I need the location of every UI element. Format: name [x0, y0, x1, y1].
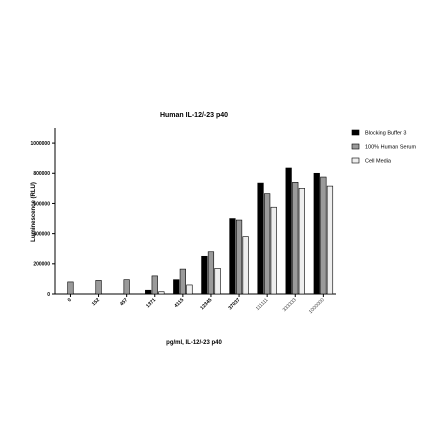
bar [158, 291, 165, 295]
y-ticks: 0 200000 400000 600000 800000 1000000 [31, 141, 55, 298]
y-tick-label: 800000 [33, 171, 50, 177]
legend-label: Blocking Buffer 3 [365, 131, 406, 137]
x-tick-label: 152 [91, 297, 101, 307]
legend-swatch [351, 129, 360, 136]
bars [67, 167, 334, 295]
x-tick-label: 37037 [227, 297, 241, 311]
chart-title: Human IL-12/-23 p40 [160, 112, 228, 119]
x-ticks: 0 152 457 1371 4115 12345 37037 111111 333333 100… [67, 294, 326, 315]
y-tick-label: 600000 [33, 201, 50, 207]
x-tick-label: 1000000 [308, 297, 326, 315]
bar [186, 284, 193, 295]
bar [292, 182, 299, 295]
bar [151, 275, 158, 295]
bar [201, 255, 208, 295]
bar [257, 182, 264, 295]
legend-swatch [351, 143, 360, 150]
bar [214, 268, 221, 295]
bar [320, 176, 327, 295]
bar [95, 280, 102, 295]
bar [67, 281, 74, 295]
legend-swatch [351, 157, 360, 164]
x-tick-label: 457 [119, 297, 129, 307]
bar [313, 172, 320, 295]
x-tick-label: 12345 [199, 297, 213, 311]
bar [173, 279, 180, 295]
bar [264, 193, 271, 295]
x-tick-label: 1371 [145, 297, 157, 309]
y-axis-label: Luminescence (RLU) [31, 182, 37, 242]
bar [207, 251, 215, 295]
y-tick-label: 0 [47, 292, 50, 298]
bar [123, 279, 130, 295]
bar [229, 218, 236, 295]
bar [145, 289, 152, 295]
bar [270, 206, 277, 295]
y-tick-label: 400000 [33, 231, 50, 237]
bar [242, 236, 249, 295]
bar [285, 167, 292, 295]
legend: Blocking Buffer 3 100% Human Serum Cell Me… [351, 129, 416, 165]
bar [235, 219, 243, 295]
x-tick-label: 0 [67, 297, 73, 303]
x-axis-label: pg/ml, IL-12/-23 p40 [166, 340, 222, 346]
x-tick-label: 4115 [173, 297, 185, 309]
y-tick-label: 200000 [33, 262, 50, 268]
bar [179, 268, 186, 295]
legend-label: 100% Human Serum [365, 145, 416, 151]
y-tick-label: 1000000 [31, 141, 51, 147]
x-tick-label: 333333 [282, 297, 298, 313]
legend-label: Cell Media [365, 159, 392, 165]
bar [326, 185, 334, 295]
bar [298, 188, 305, 295]
x-tick-label: 111111 [255, 297, 270, 312]
